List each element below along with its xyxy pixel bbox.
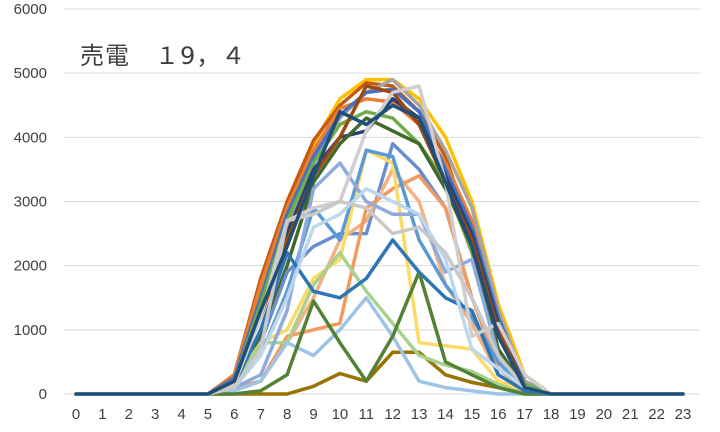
x-tick-label: 0 <box>72 406 80 423</box>
x-tick-label: 5 <box>204 406 212 423</box>
series-line-3 <box>74 97 685 396</box>
y-tick-label: 0 <box>39 386 47 403</box>
x-tick-label: 13 <box>411 406 428 423</box>
x-tick-label: 15 <box>464 406 481 423</box>
series-line-7 <box>74 97 685 396</box>
series-line-2 <box>74 81 685 396</box>
series-line-4 <box>74 77 685 396</box>
x-tick-label: 17 <box>516 406 533 423</box>
series-line-1 <box>74 77 685 396</box>
x-tick-label: 21 <box>622 406 639 423</box>
x-tick-label: 12 <box>384 406 401 423</box>
y-tick-label: 5000 <box>14 65 47 82</box>
x-tick-label: 19 <box>569 406 586 423</box>
x-tick-label: 6 <box>230 406 238 423</box>
x-tick-label: 8 <box>283 406 291 423</box>
series-lines <box>74 77 685 396</box>
gridlines <box>64 8 700 395</box>
y-tick-label: 1000 <box>14 322 47 339</box>
x-tick-label: 23 <box>675 406 692 423</box>
y-axis-tick-labels: 0 1000 2000 3000 4000 5000 6000 <box>14 1 47 403</box>
chart-title: 売電 １9，４ <box>80 42 247 70</box>
x-tick-label: 7 <box>257 406 265 423</box>
x-tick-label: 4 <box>177 406 185 423</box>
x-tick-label: 9 <box>309 406 317 423</box>
series-line-9 <box>74 116 685 396</box>
series-line-5 <box>74 87 685 396</box>
x-tick-label: 14 <box>437 406 454 423</box>
series-line-17 <box>74 270 685 396</box>
x-tick-label: 2 <box>125 406 133 423</box>
x-tick-label: 22 <box>648 406 665 423</box>
x-tick-label: 11 <box>359 406 375 423</box>
x-tick-label: 20 <box>595 406 612 423</box>
x-tick-label: 3 <box>151 406 159 423</box>
series-line-8 <box>74 84 685 396</box>
series-line-15 <box>74 251 685 396</box>
x-axis-tick-labels: 0 1 2 3 4 5 6 7 8 9 10 11 12 13 14 15 16 17 18 19 20 21 22 23 <box>72 406 692 423</box>
series-line-21 <box>74 84 685 396</box>
series-line-16 <box>74 296 685 396</box>
x-tick-label: 18 <box>543 406 560 423</box>
y-tick-label: 6000 <box>14 1 47 18</box>
x-tick-label: 1 <box>98 406 106 423</box>
y-tick-label: 3000 <box>14 194 47 211</box>
x-tick-label: 10 <box>332 406 349 423</box>
y-tick-label: 4000 <box>14 129 47 146</box>
x-tick-label: 16 <box>490 406 507 423</box>
y-tick-label: 2000 <box>14 258 47 275</box>
series-line-24 <box>74 103 685 396</box>
